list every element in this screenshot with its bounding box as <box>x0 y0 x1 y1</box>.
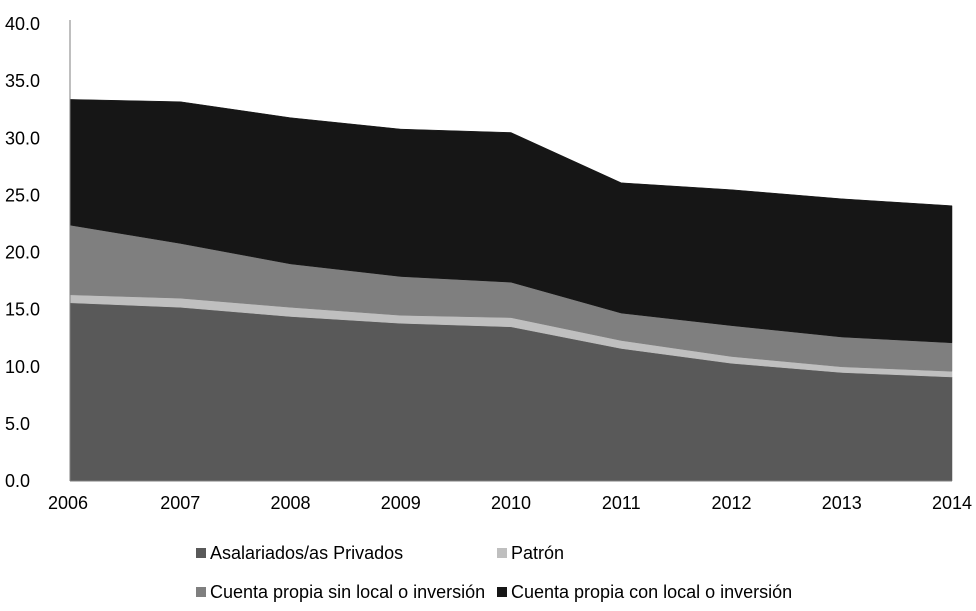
x-tick-label: 2011 <box>602 493 641 513</box>
x-tick-label: 2006 <box>48 493 88 513</box>
x-tick-label: 2008 <box>270 493 310 513</box>
y-axis-tick-labels: 0.0 5.0 10.0 15.0 20.0 25.0 30.0 35.0 40.0 <box>5 14 40 491</box>
x-tick-label: 2007 <box>160 493 200 513</box>
area-series-group <box>69 99 953 482</box>
y-tick-label: 15.0 <box>5 300 40 320</box>
axes-group <box>69 20 952 482</box>
y-tick-label: 40.0 <box>5 14 40 34</box>
area-series-4 <box>69 99 953 344</box>
y-tick-label: 20.0 <box>5 243 40 263</box>
legend-swatch-4 <box>497 587 507 597</box>
y-tick-label: 25.0 <box>5 185 40 205</box>
legend-swatch-1 <box>196 548 206 558</box>
y-tick-label: 0.0 <box>5 471 30 491</box>
legend-label-3: Cuenta propia sin local o inversión <box>210 582 485 602</box>
legend-label-1: Asalariados/as Privados <box>210 543 403 563</box>
x-tick-label: 2013 <box>822 493 862 513</box>
x-axis-tick-labels: 2006 2007 2008 2009 2010 2011 2012 2013 2014 <box>48 493 972 513</box>
legend: Asalariados/as Privados Patrón Cuenta prop… <box>196 543 792 602</box>
x-tick-label: 2009 <box>381 493 421 513</box>
legend-swatch-2 <box>497 548 507 558</box>
y-tick-label: 30.0 <box>5 128 40 148</box>
legend-swatch-3 <box>196 587 206 597</box>
y-tick-label: 10.0 <box>5 357 40 377</box>
x-tick-label: 2010 <box>491 493 531 513</box>
x-tick-label: 2012 <box>711 493 751 513</box>
x-tick-label: 2014 <box>932 493 972 513</box>
legend-label-4: Cuenta propia con local o inversión <box>511 582 792 602</box>
y-tick-label: 35.0 <box>5 71 40 91</box>
legend-label-2: Patrón <box>511 543 564 563</box>
y-tick-label: 5.0 <box>5 414 30 434</box>
